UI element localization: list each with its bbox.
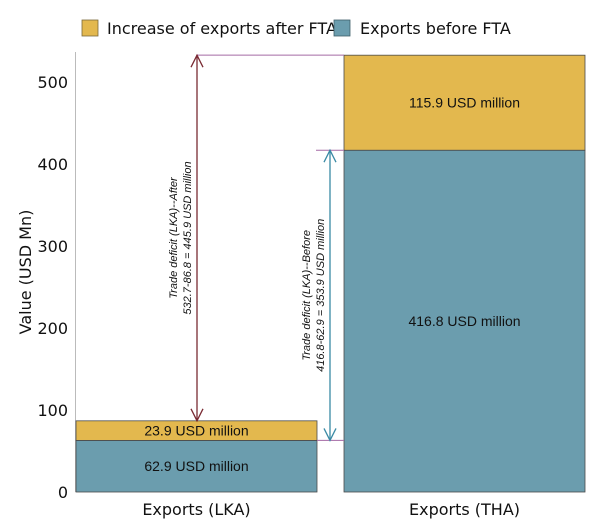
trade-deficit-before-label-1: Trade deficit (LKA)--Before bbox=[301, 230, 313, 361]
bars: 62.9 USD million 23.9 USD million 416.8 US… bbox=[75, 54, 586, 493]
legend-swatch-before bbox=[333, 19, 351, 37]
y-tick-labels: 0 100 200 300 400 500 bbox=[37, 73, 68, 502]
legend-label-before: Exports before FTA bbox=[360, 19, 511, 38]
y-tick-label: 500 bbox=[37, 73, 68, 92]
bar-segment bbox=[75, 440, 318, 493]
arrow-head-up-icon bbox=[190, 53, 204, 68]
legend-swatch-increase bbox=[81, 19, 99, 37]
x-tick-labels: Exports (LKA) Exports (THA) bbox=[142, 500, 520, 519]
annotations: Trade deficit (LKA)--After 532.7-86.8 = 4… bbox=[168, 53, 344, 442]
trade-deficit-after-label-1: Trade deficit (LKA)--After bbox=[168, 176, 180, 299]
y-axis-title: Value (USD Mn) bbox=[16, 210, 35, 335]
bar-value-label: 23.9 USD million bbox=[144, 423, 248, 439]
y-tick-label: 0 bbox=[58, 483, 68, 502]
y-tick-label: 100 bbox=[37, 401, 68, 420]
y-tick-label: 300 bbox=[37, 237, 68, 256]
arrow-head-up-icon bbox=[323, 148, 337, 163]
bar-segment bbox=[343, 149, 586, 493]
y-tick-label: 200 bbox=[37, 319, 68, 338]
bar-segment bbox=[343, 54, 586, 151]
arrow-head-down-icon bbox=[323, 428, 337, 442]
trade-deficit-before-label-2: 416.8-62.9 = 353.9 USD million bbox=[315, 219, 327, 372]
legend-label-increase: Increase of exports after FTA bbox=[107, 19, 337, 38]
x-tick-label: Exports (THA) bbox=[409, 500, 520, 519]
legend: Increase of exports after FTA Exports be… bbox=[81, 19, 511, 38]
y-tick-label: 400 bbox=[37, 155, 68, 174]
x-tick-label: Exports (LKA) bbox=[142, 500, 250, 519]
bar-value-label: 416.8 USD million bbox=[408, 313, 520, 329]
trade-deficit-after-label-2: 532.7-86.8 = 445.9 USD million bbox=[182, 161, 194, 314]
bar-value-label: 62.9 USD million bbox=[144, 458, 248, 474]
arrow-head-down-icon bbox=[190, 408, 204, 423]
bar-value-label: 115.9 USD million bbox=[409, 95, 520, 111]
